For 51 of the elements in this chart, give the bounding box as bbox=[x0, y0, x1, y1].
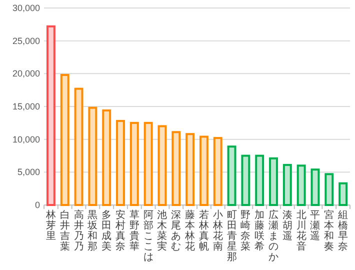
x-tick-label: 白井吉葉 bbox=[60, 209, 70, 252]
bar bbox=[172, 131, 181, 206]
x-tick-label: 多田成美 bbox=[102, 209, 112, 252]
x-tick-label: 藤本林花 bbox=[184, 209, 196, 252]
bar bbox=[310, 168, 320, 206]
bar bbox=[338, 182, 348, 206]
bar bbox=[158, 125, 167, 206]
x-tick-label: 若林真帆 bbox=[198, 209, 209, 252]
x-tick-label: 安村真奈 bbox=[114, 209, 126, 252]
x-tick-label: 加藤咲希 bbox=[254, 209, 265, 252]
x-tick-label: 組橋早奈 bbox=[337, 210, 348, 252]
bar bbox=[130, 122, 139, 206]
x-tick-label: 林芽里 bbox=[44, 209, 56, 242]
x-tick-label: 野崎奈菜 bbox=[240, 210, 251, 252]
bar bbox=[60, 74, 70, 206]
bar bbox=[74, 88, 84, 206]
x-tick-label: 深尾あむ bbox=[171, 209, 182, 252]
x-tick-label: 北川花音 bbox=[296, 209, 306, 252]
bar bbox=[102, 109, 112, 206]
bar bbox=[324, 173, 334, 206]
x-tick-label: 湊胡遥 bbox=[282, 209, 292, 242]
bar bbox=[269, 157, 278, 206]
x-tick-label: 阿部ここは bbox=[143, 210, 154, 263]
bar bbox=[255, 154, 264, 206]
bar bbox=[241, 154, 250, 206]
x-tick-label: 黒坂和那 bbox=[86, 210, 98, 252]
bar bbox=[227, 146, 236, 206]
x-tick-label: 宮本和奏 bbox=[324, 209, 334, 252]
bar bbox=[199, 136, 208, 206]
y-tick-label: 10,000 bbox=[12, 134, 40, 144]
bar bbox=[296, 164, 306, 206]
bar bbox=[282, 164, 292, 206]
x-tick-label: 町田青星那 bbox=[226, 210, 237, 263]
y-tick-label: 30,000 bbox=[12, 3, 40, 13]
y-tick-label: 5,000 bbox=[17, 167, 40, 178]
x-tick-label: 草野貴華 bbox=[129, 209, 140, 252]
y-tick-label: 20,000 bbox=[12, 68, 40, 79]
y-tick-label: 15,000 bbox=[12, 102, 40, 112]
x-tick-label: 池木菜実 bbox=[157, 209, 168, 252]
y-tick-label: 0 bbox=[34, 200, 40, 210]
bar bbox=[186, 133, 195, 206]
bar bbox=[213, 137, 222, 206]
bar bbox=[88, 106, 98, 206]
x-tick-label: 高井乃乃 bbox=[74, 209, 84, 252]
y-tick-label: 25,000 bbox=[12, 36, 40, 46]
bar bbox=[144, 122, 153, 206]
x-tick-label: 広瀬まのか bbox=[268, 209, 278, 263]
x-tick-label: 平瀬遥 bbox=[310, 210, 320, 242]
x-tick-label: 小林花南 bbox=[212, 209, 223, 252]
bar bbox=[116, 120, 125, 206]
bar bbox=[46, 25, 56, 206]
